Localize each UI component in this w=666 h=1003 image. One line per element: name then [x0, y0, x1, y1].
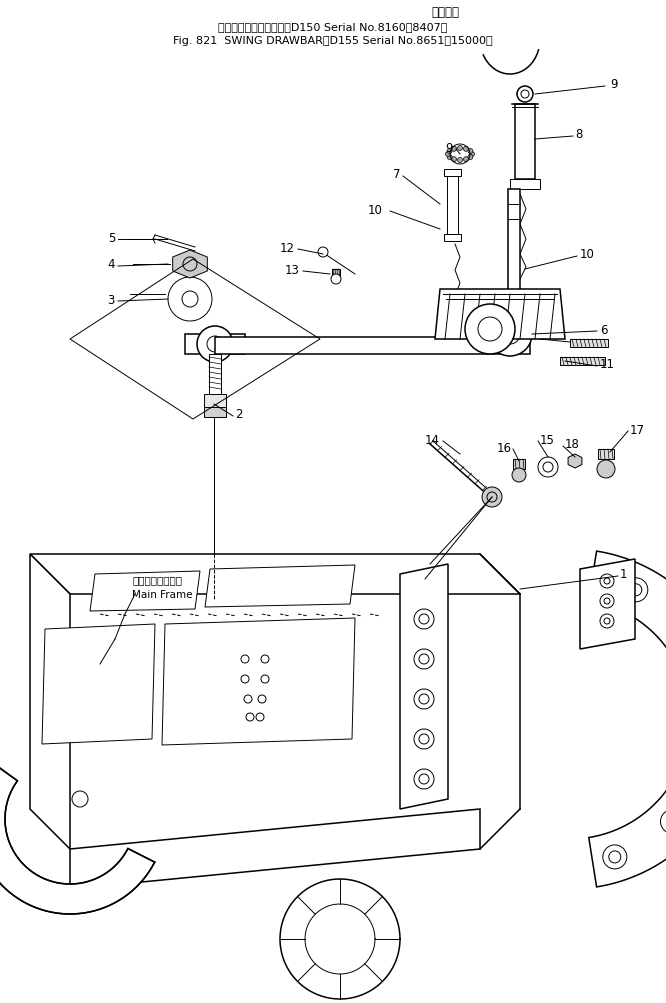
- Text: 8: 8: [575, 128, 582, 141]
- Polygon shape: [42, 625, 155, 744]
- Circle shape: [597, 460, 615, 478]
- Text: 14: 14: [425, 433, 440, 446]
- Polygon shape: [447, 175, 458, 235]
- Polygon shape: [70, 809, 480, 889]
- Text: 7: 7: [392, 169, 400, 182]
- Polygon shape: [513, 459, 525, 469]
- Circle shape: [414, 729, 434, 749]
- Text: 15: 15: [540, 433, 555, 446]
- Polygon shape: [570, 340, 608, 348]
- Polygon shape: [332, 270, 340, 280]
- Circle shape: [468, 155, 473, 160]
- Circle shape: [488, 313, 532, 357]
- Text: 5: 5: [108, 232, 115, 245]
- Polygon shape: [162, 619, 355, 745]
- Circle shape: [512, 468, 526, 482]
- Circle shape: [331, 275, 341, 285]
- Circle shape: [452, 157, 456, 162]
- Text: 10: 10: [368, 204, 383, 217]
- Text: 4: 4: [107, 258, 115, 271]
- Circle shape: [446, 152, 450, 157]
- Polygon shape: [589, 552, 666, 887]
- Circle shape: [414, 610, 434, 629]
- Circle shape: [458, 146, 462, 151]
- Circle shape: [600, 615, 614, 628]
- Polygon shape: [560, 358, 605, 366]
- Polygon shape: [205, 566, 355, 608]
- Circle shape: [447, 149, 452, 154]
- Polygon shape: [209, 355, 221, 394]
- Circle shape: [603, 846, 627, 869]
- Text: 18: 18: [565, 438, 580, 451]
- Polygon shape: [515, 105, 535, 180]
- Circle shape: [661, 809, 666, 833]
- Circle shape: [465, 305, 515, 355]
- Polygon shape: [444, 170, 461, 177]
- Polygon shape: [30, 555, 520, 595]
- Text: 3: 3: [108, 293, 115, 306]
- Circle shape: [414, 649, 434, 669]
- Polygon shape: [204, 394, 226, 407]
- Text: 11: 11: [600, 358, 615, 371]
- Circle shape: [468, 149, 473, 154]
- Polygon shape: [508, 190, 520, 330]
- Circle shape: [464, 157, 468, 162]
- Polygon shape: [30, 555, 70, 850]
- Polygon shape: [510, 180, 540, 190]
- Polygon shape: [215, 338, 530, 355]
- Polygon shape: [580, 560, 635, 649]
- Text: 9: 9: [446, 141, 453, 154]
- Circle shape: [482, 487, 502, 508]
- Text: 適用号機: 適用号機: [431, 6, 459, 19]
- Text: 10: 10: [580, 249, 595, 261]
- Polygon shape: [172, 251, 207, 279]
- Text: メイン　フレーム: メイン フレーム: [132, 575, 182, 585]
- Text: 13: 13: [285, 263, 300, 276]
- Circle shape: [458, 158, 462, 163]
- Text: 16: 16: [497, 441, 512, 454]
- Circle shape: [517, 87, 533, 103]
- Text: 6: 6: [600, 323, 607, 336]
- Polygon shape: [444, 235, 461, 242]
- Circle shape: [318, 248, 328, 258]
- Polygon shape: [204, 407, 226, 417]
- Circle shape: [72, 791, 88, 807]
- Circle shape: [447, 155, 452, 160]
- Polygon shape: [598, 449, 614, 459]
- Circle shape: [414, 689, 434, 709]
- Circle shape: [452, 147, 456, 152]
- Text: 17: 17: [630, 423, 645, 436]
- Text: 12: 12: [280, 242, 295, 254]
- Polygon shape: [185, 335, 245, 355]
- Text: Fig. 821  SWING DRAWBAR（D155 Serial No.8651～15000）: Fig. 821 SWING DRAWBAR（D155 Serial No.86…: [173, 36, 493, 46]
- Circle shape: [624, 578, 648, 602]
- Circle shape: [464, 147, 468, 152]
- Circle shape: [600, 595, 614, 609]
- Text: Main Frame: Main Frame: [132, 590, 192, 600]
- Text: 2: 2: [235, 408, 242, 421]
- Circle shape: [470, 152, 474, 157]
- Circle shape: [600, 575, 614, 589]
- Text: スイング　ド　ロ－バ（D150 Serial No.8160～8407）: スイング ド ロ－バ（D150 Serial No.8160～8407）: [218, 22, 448, 32]
- Circle shape: [538, 457, 558, 477]
- Circle shape: [168, 278, 212, 322]
- Text: 1: 1: [620, 568, 627, 581]
- Text: 9: 9: [610, 78, 617, 91]
- Polygon shape: [435, 290, 565, 340]
- Polygon shape: [400, 565, 448, 809]
- Polygon shape: [90, 572, 200, 612]
- Polygon shape: [0, 763, 155, 914]
- Polygon shape: [568, 454, 582, 468]
- Circle shape: [197, 327, 233, 363]
- Circle shape: [414, 769, 434, 789]
